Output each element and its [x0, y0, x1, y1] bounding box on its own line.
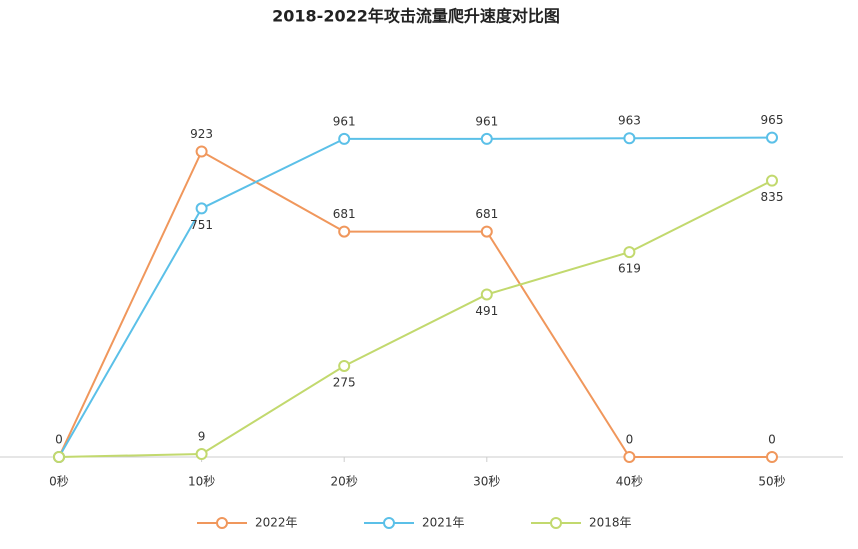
x-tick-label: 50秒 — [758, 475, 785, 489]
data-point — [623, 451, 636, 463]
series-line — [58, 150, 772, 458]
data-point — [195, 202, 208, 215]
x-tick-label: 40秒 — [616, 475, 643, 489]
data-point — [623, 246, 636, 259]
x-tick-label: 0秒 — [49, 475, 69, 489]
legend-marker — [216, 517, 228, 529]
data-label: 681 — [333, 207, 356, 221]
data-point — [766, 174, 778, 187]
data-label: 963 — [618, 114, 641, 128]
data-point — [766, 451, 778, 463]
data-label: 751 — [190, 218, 213, 232]
legend-label: 2018年 — [589, 516, 632, 530]
data-label: 0 — [55, 433, 63, 447]
chart-title: 2018-2022年攻击流量爬升速度对比图 — [272, 7, 560, 26]
legend-marker — [383, 517, 395, 529]
legend-label: 2022年 — [255, 516, 298, 530]
data-label: 965 — [761, 113, 784, 127]
data-point — [338, 132, 351, 145]
x-tick-label: 30秒 — [473, 475, 500, 489]
data-label: 491 — [475, 304, 498, 318]
x-tick-label: 10秒 — [188, 475, 215, 489]
data-point — [480, 225, 493, 238]
data-point — [195, 145, 208, 158]
series-line — [58, 136, 773, 458]
data-point — [338, 359, 351, 372]
data-point — [195, 448, 208, 461]
data-label: 275 — [333, 375, 356, 389]
data-label: 961 — [475, 114, 498, 128]
series-line — [58, 179, 773, 458]
data-label: 0 — [626, 433, 634, 447]
data-point — [480, 288, 493, 301]
data-point — [53, 451, 65, 463]
data-label: 923 — [190, 127, 213, 141]
data-label: 0 — [768, 433, 776, 447]
legend-marker — [550, 517, 562, 529]
data-label: 681 — [475, 207, 498, 221]
data-point — [480, 132, 493, 145]
data-point — [766, 131, 778, 144]
data-label: 9 — [198, 430, 206, 444]
legend-label: 2021年 — [422, 516, 465, 530]
data-label: 835 — [761, 190, 784, 204]
x-tick-label: 20秒 — [331, 475, 358, 489]
data-label: 961 — [333, 114, 356, 128]
data-point — [623, 132, 636, 145]
data-label: 619 — [618, 262, 641, 276]
data-point — [338, 225, 351, 238]
